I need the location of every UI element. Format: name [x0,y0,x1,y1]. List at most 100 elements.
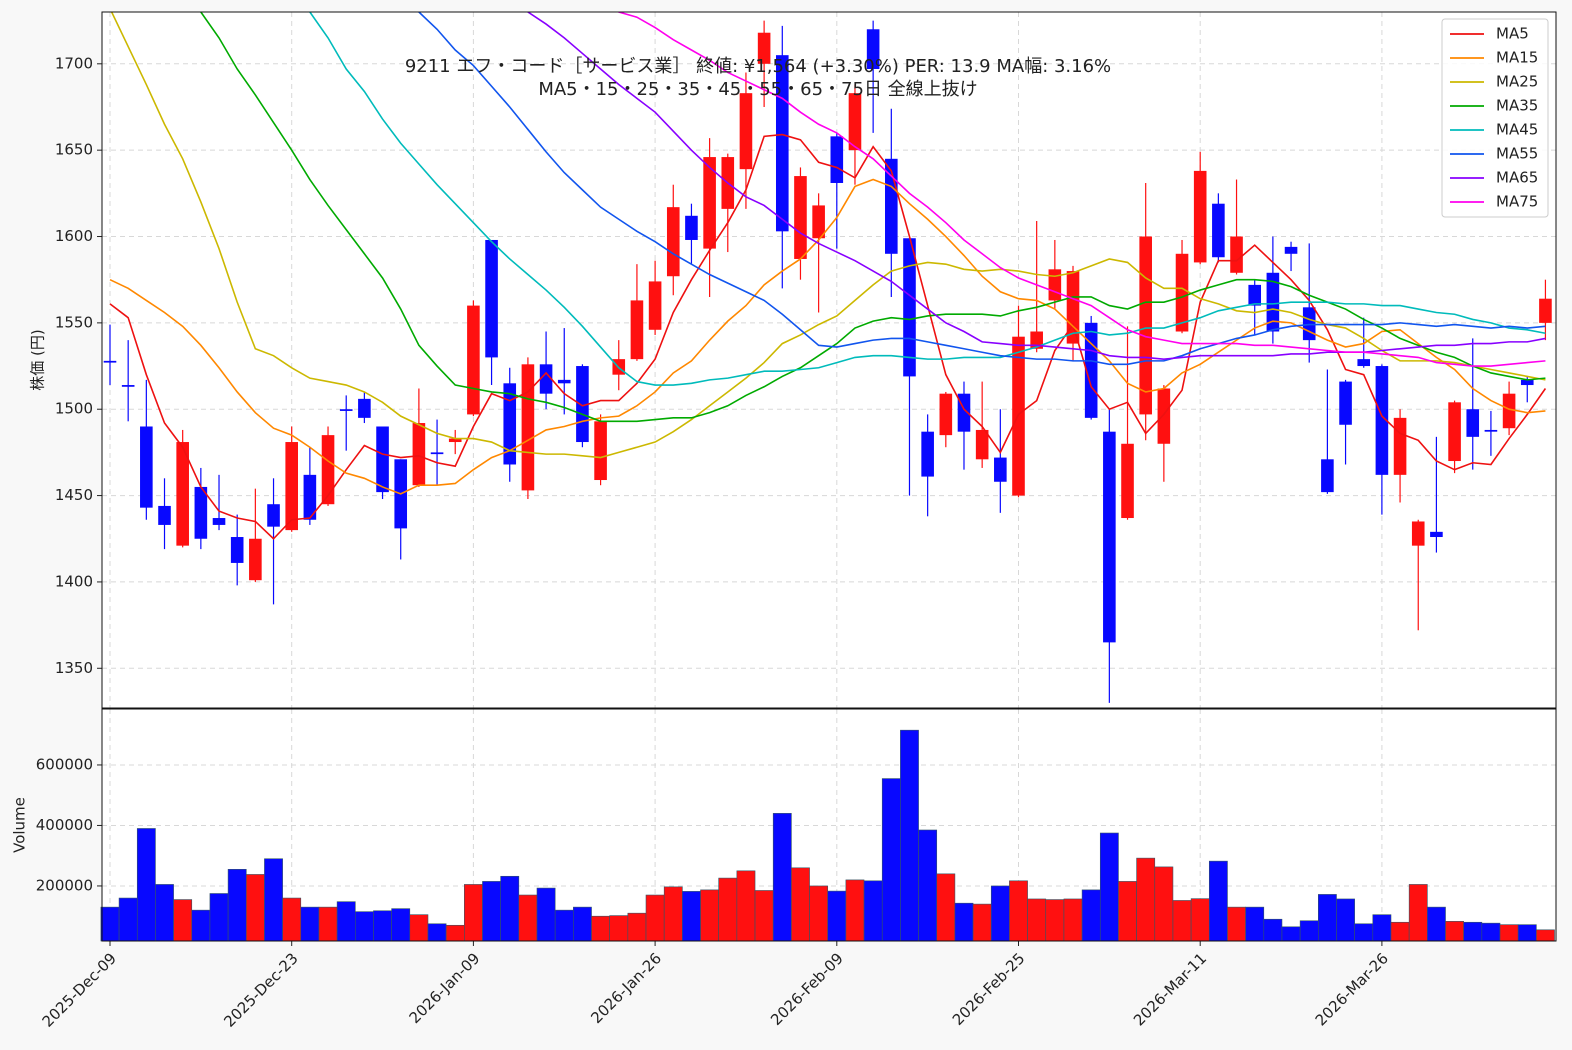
price-frame [101,11,1557,709]
volume-bar [1354,923,1374,942]
x-tick-label: 2025-Dec-09 [39,949,120,1030]
candle-body [1103,431,1116,643]
candle-body [467,305,480,415]
candle-body [557,379,571,384]
volume-bar [827,890,847,942]
candle-body [1393,417,1407,475]
candle-body [1484,429,1498,432]
candle-body [903,238,916,377]
ma-line [308,12,1546,386]
candle-body [1230,236,1243,273]
volume-bar [500,875,520,942]
ma-line [109,133,1547,540]
candle-body [158,505,171,525]
volume-bar [591,915,610,942]
candle-body [1357,359,1371,367]
volume-bar [118,897,138,942]
volume-bar [900,729,919,942]
candle-body [539,364,553,394]
volume-bar [918,829,938,942]
volume-bar [573,906,592,942]
volume-bar [318,906,338,942]
y-tick-label: 1400 [55,572,93,590]
volume-bar [354,911,374,942]
candle-body [812,205,825,239]
candle-body [321,435,335,505]
candle-body [794,176,807,259]
legend-label: MA65 [1496,169,1538,187]
x-tick-label: 2026-Feb-09 [767,949,847,1029]
volume-bar [881,778,901,942]
candle-body [267,504,280,527]
y-tick-label: 200000 [36,876,93,894]
candle-body [848,93,862,151]
volume-bar [464,884,483,942]
candle-body [1375,366,1389,475]
candle-body [376,426,389,493]
y-tick-label: 400000 [36,816,93,834]
volume-bar [682,891,701,942]
volume-bar [1427,906,1446,942]
volume-bar [1463,921,1483,942]
legend-label: MA25 [1496,73,1538,91]
candle-body [194,486,208,539]
legend-label: MA55 [1496,145,1538,163]
legend-box [1441,18,1549,218]
volume-bar [336,901,356,942]
candle-body [1539,298,1552,323]
volume-bar [863,880,883,942]
volume-bar [736,870,756,942]
volume-bar [645,894,665,942]
volume-bar [209,893,229,942]
candle-body [1284,246,1298,254]
volume-bar [954,902,974,942]
volume-bar [609,915,629,942]
volume-bar [155,884,174,942]
candle-body [1157,388,1171,444]
volume-bar [1245,906,1265,942]
candles [103,12,1552,703]
volume-bar [554,909,574,942]
y-axis-label: 株価 (円) [29,329,47,390]
price-panel [102,12,1556,708]
volume-bar [1081,889,1101,942]
ma-line [110,12,1546,459]
volume-bar [1445,921,1464,942]
volume-bar [754,890,774,942]
volume-bar [1045,899,1065,942]
ma-line [617,12,1546,367]
volume-bar [264,858,283,942]
candle-body [1520,379,1534,386]
candle-body [630,300,644,360]
volume-bar [136,828,156,942]
legend-label: MA45 [1496,121,1538,139]
volume-bar [1208,860,1228,942]
volume-bar [1154,866,1174,942]
volume-bar [1099,832,1119,942]
volume-bar [191,909,211,942]
candle-body [103,360,117,363]
volume-bar [1517,924,1537,942]
candle-body [1339,381,1352,425]
volume-bar [1536,929,1555,942]
volume-bar [1499,924,1519,942]
candle-body [430,452,444,455]
candle-body [1321,459,1334,493]
volume-bar [445,924,465,942]
y-tick-label: 1600 [55,227,93,245]
candle-body [1139,236,1152,415]
legend-label: MA15 [1496,49,1538,67]
candle-body [1411,521,1425,546]
volume-bar [1009,880,1028,942]
candle-body [1175,253,1189,332]
candle-body [666,207,680,277]
volume-bar [1281,926,1301,942]
candle-body [830,136,844,183]
volume-bar [282,897,302,942]
x-tick-label: 2026-Feb-25 [949,949,1029,1029]
volume-bar [373,910,392,942]
volume-bar [809,885,829,942]
candle-body [503,383,517,465]
candle-body [521,364,535,491]
